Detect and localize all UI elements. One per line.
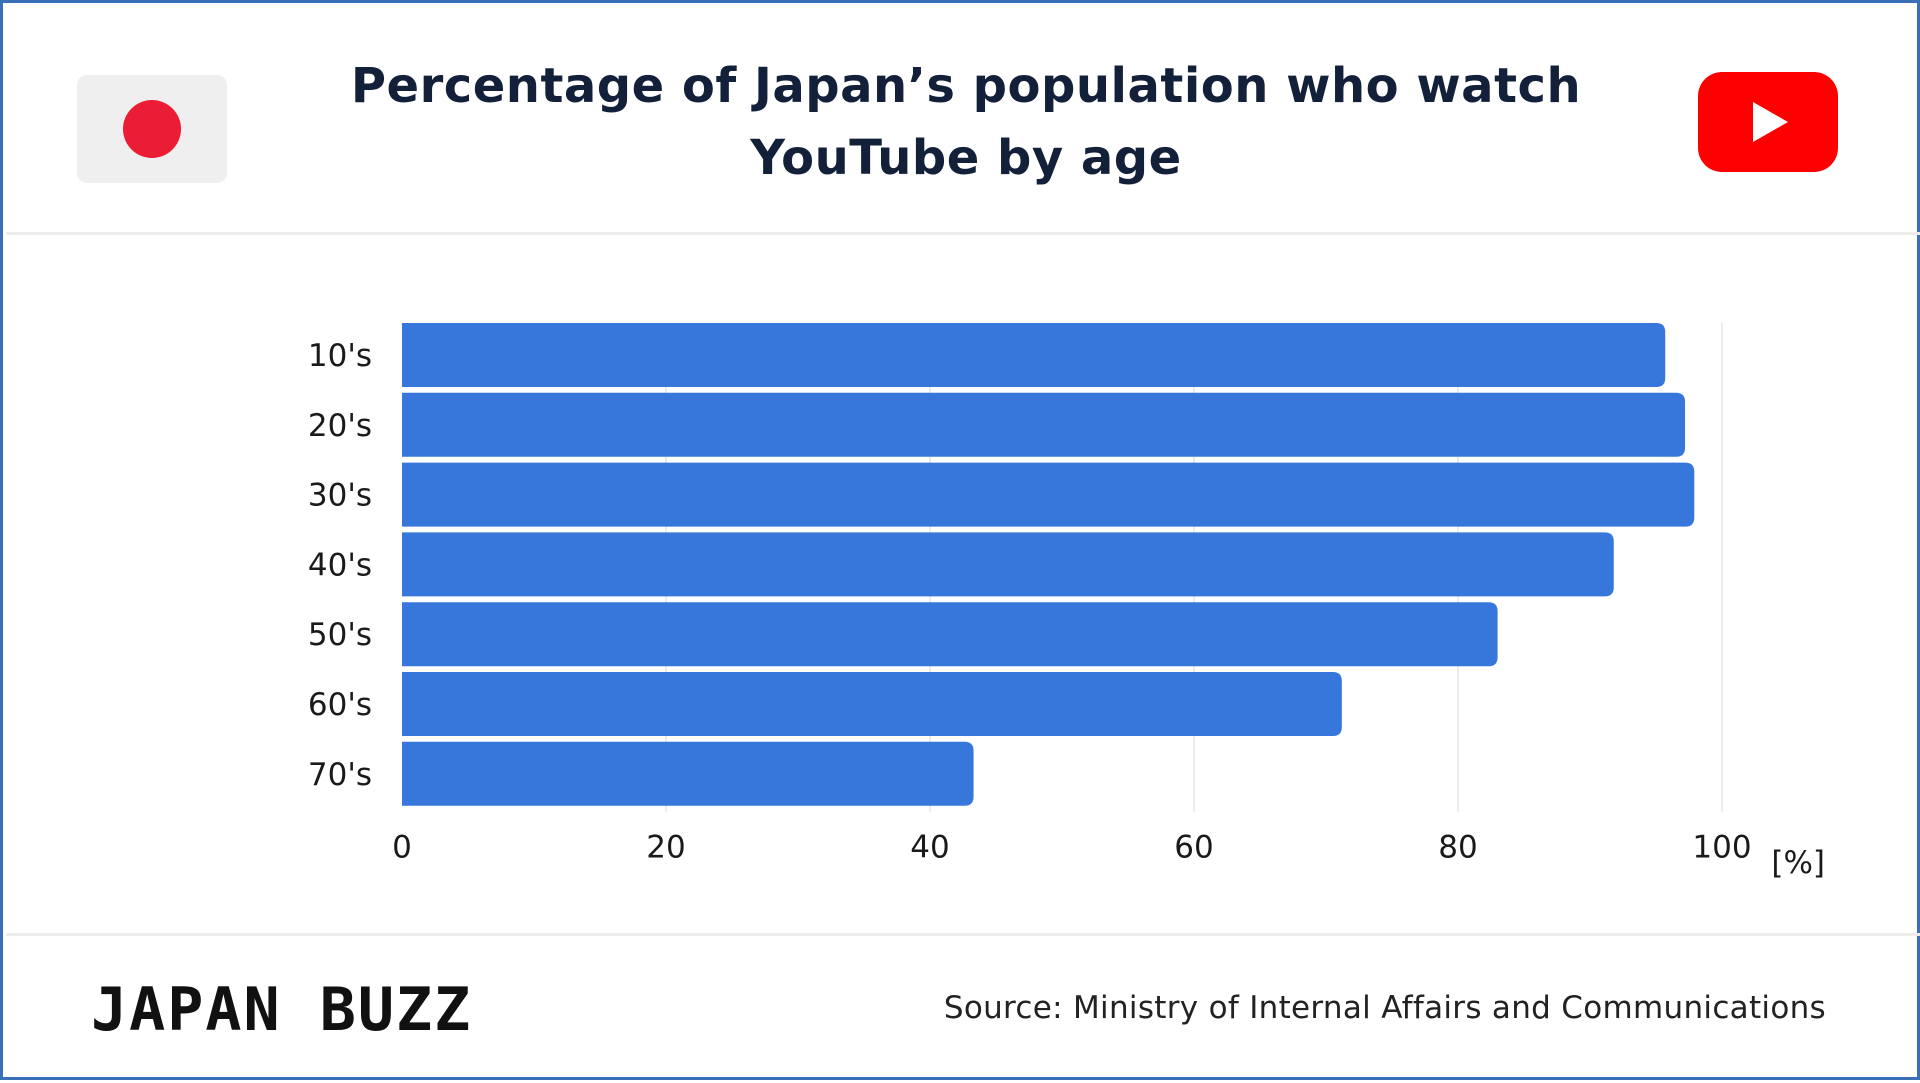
japan-buzz-logo: JAPAN BUZZ	[91, 975, 473, 1045]
bar-40's	[402, 532, 1614, 597]
bar-60's	[402, 672, 1342, 736]
youtube-logo-icon	[1698, 72, 1838, 172]
category-label-30's: 30's	[308, 478, 372, 514]
bar-30's	[402, 462, 1695, 527]
bar-70's	[402, 741, 974, 806]
bar-10's	[402, 323, 1666, 387]
x-tick-label-60: 60	[1174, 830, 1213, 866]
chart-title-line-1: Percentage of Japan’s population who wat…	[350, 58, 1582, 114]
bar-50's	[402, 602, 1498, 667]
x-tick-label-0: 0	[392, 830, 412, 866]
category-label-50's: 50's	[308, 617, 372, 653]
chart-title-line-2: YouTube by age	[750, 130, 1182, 186]
bar-20's	[402, 392, 1686, 457]
category-label-60's: 60's	[308, 687, 372, 723]
japan-flag-icon	[77, 75, 227, 183]
category-label-40's: 40's	[308, 547, 372, 583]
bar-chart: 10's 20's 30's 40's 50's 60's 70's 0 20 40 60 80 10…	[308, 323, 1825, 881]
flag-red-circle	[123, 100, 181, 158]
source-note: Source: Ministry of Internal Affairs and…	[943, 990, 1826, 1026]
category-label-20's: 20's	[308, 408, 372, 444]
chart-title: Percentage of Japan’s population who wat…	[336, 50, 1596, 194]
category-labels: 10's 20's 30's 40's 50's 60's 70's	[308, 338, 372, 793]
category-label-70's: 70's	[308, 757, 372, 793]
x-axis-tick-labels: 0 20 40 60 80 100	[392, 830, 1751, 866]
x-tick-label-100: 100	[1692, 830, 1751, 866]
x-tick-label-20: 20	[646, 830, 685, 866]
footer: JAPAN BUZZ Source: Ministry of Internal …	[6, 933, 1920, 1080]
x-axis-unit-label: [%]	[1771, 845, 1825, 881]
x-tick-label-40: 40	[910, 830, 949, 866]
header: Percentage of Japan’s population who wat…	[6, 6, 1920, 235]
category-label-10's: 10's	[308, 338, 372, 374]
x-tick-label-80: 80	[1438, 830, 1477, 866]
bars	[402, 323, 1695, 806]
